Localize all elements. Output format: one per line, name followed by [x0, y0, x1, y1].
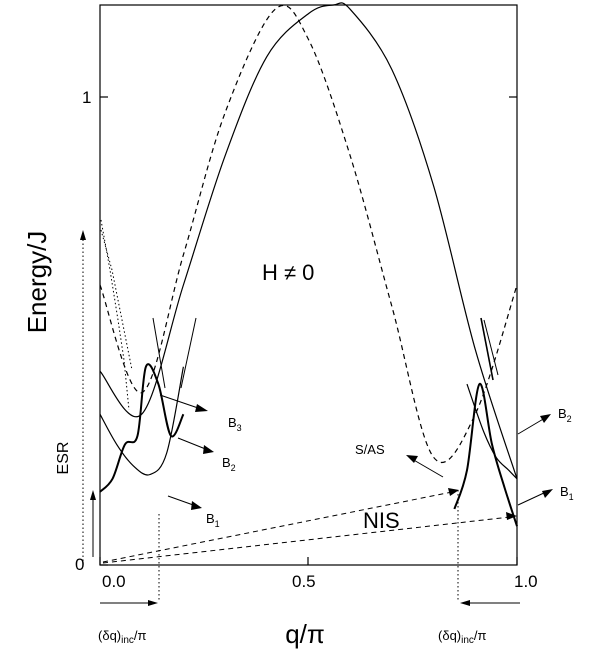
- branch-line: [483, 319, 499, 376]
- b3-arrow-head: [195, 404, 208, 412]
- x-tick-label-0: 0.0: [102, 572, 126, 591]
- series-line-2: [99, 366, 184, 476]
- x-tick-label-0.5: 0.5: [292, 572, 316, 591]
- b1-right-arrow-head: [542, 489, 553, 498]
- esr-arrow-head: [80, 230, 86, 240]
- x-axis-title: q/π: [285, 619, 325, 649]
- x-tick-label-1: 1.0: [514, 572, 538, 591]
- y-tick-label-1: 1: [82, 88, 91, 107]
- field-label: H ≠ 0: [262, 260, 314, 285]
- nis-arrow-head: [506, 512, 517, 520]
- dotted-curve: [100, 229, 133, 371]
- series-line-4: [99, 363, 185, 493]
- series-line-0: [99, 2, 518, 479]
- b2-right-arrow-line: [517, 417, 546, 435]
- b2-right-arrow-head: [540, 414, 551, 423]
- series-line-5: [453, 383, 518, 527]
- branch-line: [180, 317, 197, 389]
- y-axis-title: Energy/J: [22, 231, 52, 334]
- dq-left-arrow-head: [148, 600, 158, 606]
- s-as-arrow-head: [406, 455, 418, 463]
- dq-right-label: (δq)inc/π: [438, 628, 487, 646]
- dq-left-label: (δq)inc/π: [98, 628, 147, 646]
- b3-arrow-line: [159, 394, 202, 410]
- nis-arrow-head: [448, 488, 459, 496]
- branch-line: [480, 317, 494, 381]
- b2-left-label: B2: [222, 455, 236, 473]
- curves-layer: [99, 2, 518, 527]
- plot-frame: [99, 4, 518, 566]
- b1-left-arrow-head: [191, 501, 202, 510]
- esr-label: ESR: [55, 442, 72, 475]
- b2-left-arrow-head: [203, 445, 214, 454]
- nis-label: NIS: [363, 508, 400, 533]
- b1-right-label: B1: [560, 484, 574, 502]
- nis-arrow-line: [102, 516, 511, 564]
- dq-right-arrow-head: [460, 600, 470, 606]
- esr-short-arrow-head: [90, 490, 96, 500]
- b2-left-arrow-line: [177, 437, 209, 451]
- b1-left-label: B1: [206, 511, 220, 529]
- series-line-1: [99, 4, 518, 464]
- y-tick-label-0: 0: [75, 555, 84, 574]
- b1-right-arrow-line: [517, 491, 547, 506]
- b2-right-label: B2: [558, 406, 572, 424]
- s-as-arrow-line: [411, 458, 444, 478]
- series-line-3: [466, 383, 518, 480]
- branch-line: [152, 317, 166, 389]
- dotted-curve: [100, 219, 130, 411]
- b1-left-arrow-line: [167, 495, 197, 507]
- s-as-label: S/AS: [355, 442, 385, 457]
- b3-label: B3: [228, 415, 242, 433]
